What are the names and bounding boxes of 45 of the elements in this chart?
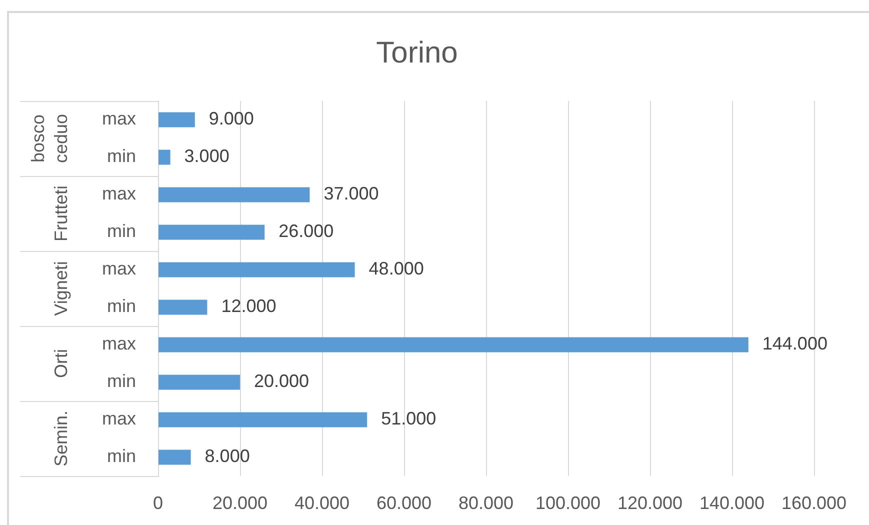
y-tick-label: min bbox=[106, 146, 136, 166]
data-label: 48.000 bbox=[368, 258, 424, 279]
y-tick-label: min bbox=[106, 446, 136, 466]
x-tick-label: 60.000 bbox=[376, 492, 432, 513]
x-tick-label: 120.000 bbox=[617, 492, 683, 513]
chart-title: Torino bbox=[376, 36, 458, 70]
data-label: 20.000 bbox=[254, 371, 310, 392]
bar bbox=[158, 150, 170, 165]
y-tick-label: min bbox=[106, 221, 136, 242]
x-tick-label: 40.000 bbox=[294, 492, 350, 513]
y-tick-label: max bbox=[102, 258, 136, 279]
bar bbox=[158, 337, 748, 352]
text: Frutteti bbox=[50, 185, 71, 242]
bar bbox=[158, 112, 195, 128]
text: Orti bbox=[50, 349, 71, 378]
y-tick-label: max bbox=[102, 184, 136, 204]
bar bbox=[158, 262, 355, 278]
data-label: 144.000 bbox=[762, 334, 828, 354]
y-tick-label: max bbox=[102, 408, 136, 429]
bar bbox=[158, 187, 310, 202]
data-label: 51.000 bbox=[381, 408, 436, 429]
x-tick-label: 20.000 bbox=[212, 492, 268, 513]
x-tick-label: 80.000 bbox=[458, 492, 514, 513]
text: Vigneti bbox=[50, 261, 71, 316]
x-tick-label: 0 bbox=[152, 492, 164, 513]
x-tick-label: 100.000 bbox=[535, 492, 601, 513]
data-label: 37.000 bbox=[324, 184, 379, 204]
x-tick-label: 140.000 bbox=[699, 492, 765, 513]
bar bbox=[158, 300, 208, 315]
data-label: 9.000 bbox=[208, 108, 254, 129]
data-label: 3.000 bbox=[184, 146, 230, 166]
bar bbox=[158, 450, 191, 465]
bar bbox=[158, 374, 240, 390]
bar bbox=[158, 412, 368, 428]
y-tick-label: max bbox=[102, 108, 136, 129]
bar bbox=[158, 224, 265, 240]
text: bosco ceduo bbox=[28, 114, 71, 164]
y-tick-label: min bbox=[106, 296, 136, 316]
data-label: 8.000 bbox=[204, 446, 250, 466]
y-tick-label: min bbox=[106, 371, 136, 392]
y-tick-label: max bbox=[102, 334, 136, 354]
text: Semin. bbox=[50, 410, 71, 467]
x-tick-label: 160.000 bbox=[781, 492, 847, 513]
data-label: 12.000 bbox=[221, 296, 276, 316]
data-label: 26.000 bbox=[278, 221, 334, 242]
